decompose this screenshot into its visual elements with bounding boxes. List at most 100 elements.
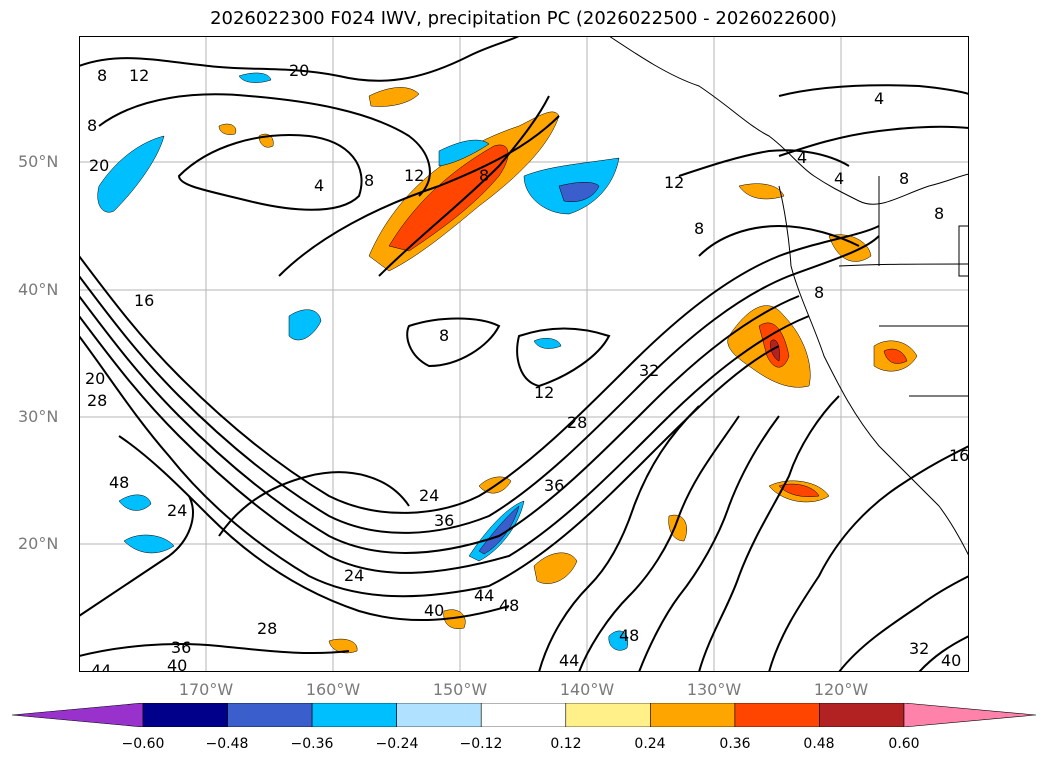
precip-patch <box>778 483 820 497</box>
contour-label: 4 <box>874 89 884 108</box>
contour-label: 28 <box>257 619 277 638</box>
colorbar-segment <box>734 703 820 727</box>
precip-patch <box>443 609 466 629</box>
contour-label: 4 <box>834 169 844 188</box>
contour-labels: 20 12 8 20 4 8 12 8 4 4 4 8 12 8 8 16 8 … <box>85 61 969 672</box>
colorbar-segment <box>311 703 397 727</box>
contour-label: 44 <box>474 586 494 605</box>
contour-label: 48 <box>109 473 129 492</box>
precip-patch <box>328 638 358 654</box>
colorbar-tick: 0.48 <box>803 736 835 752</box>
contour-label: 12 <box>129 66 149 85</box>
contour-label: 8 <box>97 66 107 85</box>
lon-label-140w: 140°W <box>559 680 615 699</box>
contour-label: 8 <box>934 204 944 223</box>
map-title: 2026022300 F024 IWV, precipitation PC (2… <box>210 8 837 29</box>
contour-label: 12 <box>664 173 684 192</box>
colorbar-tick: −0.12 <box>459 736 503 752</box>
colorbar-segment <box>227 703 313 727</box>
contour-label: 44 <box>559 651 579 670</box>
contour-label: 40 <box>941 651 961 670</box>
colorbar <box>12 703 1036 727</box>
precip-patch <box>478 505 520 555</box>
colorbar-segment <box>142 703 228 727</box>
colorbar-tick: 0.60 <box>888 736 920 752</box>
contour-label: 24 <box>344 566 364 585</box>
colorbar-tick: 0.36 <box>719 736 751 752</box>
contour-label: 8 <box>439 326 449 345</box>
precip-patch <box>368 87 420 107</box>
precip-patch <box>97 135 165 213</box>
contour-label: 12 <box>534 383 554 402</box>
lat-label-20n: 20°N <box>18 534 59 553</box>
lon-label-170w: 170°W <box>178 680 234 699</box>
contour-label: 8 <box>694 219 704 238</box>
map-canvas: 20 12 8 20 4 8 12 8 4 4 4 8 12 8 8 16 8 … <box>79 36 969 672</box>
colorbar-segment <box>396 703 482 727</box>
lat-label-40n: 40°N <box>18 280 59 299</box>
contour-label: 36 <box>434 511 454 530</box>
colorbar-segment <box>650 703 736 727</box>
precip-patch <box>238 72 272 83</box>
precip-shading <box>97 72 918 654</box>
contour-label: 28 <box>87 391 107 410</box>
precip-patch <box>533 338 562 349</box>
lon-label-160w: 160°W <box>305 680 361 699</box>
coastlines <box>608 36 969 557</box>
contour-label: 36 <box>544 476 564 495</box>
lon-label-130w: 130°W <box>686 680 742 699</box>
colorbar-tick: 0.24 <box>634 736 666 752</box>
colorbar-extend-max <box>903 703 1036 727</box>
contour-label: 20 <box>289 61 309 80</box>
precip-patch <box>218 123 237 135</box>
contour-label: 4 <box>314 176 324 195</box>
colorbar-tick: −0.24 <box>375 736 419 752</box>
precip-patch <box>770 339 780 362</box>
precip-patch <box>558 182 600 202</box>
lat-label-30n: 30°N <box>18 407 59 426</box>
contour-label: 36 <box>171 638 191 657</box>
precip-patch <box>608 630 629 651</box>
map-panel: 20 12 8 20 4 8 12 8 4 4 4 8 12 8 8 16 8 … <box>79 36 969 672</box>
lon-label-120w: 120°W <box>813 680 869 699</box>
contour-label: 16 <box>949 446 969 465</box>
contour-label: 8 <box>814 283 824 302</box>
contour-label: 20 <box>85 369 105 388</box>
contour-label: 48 <box>619 626 639 645</box>
colorbar-segment <box>819 703 905 727</box>
contour-label: 40 <box>167 656 187 672</box>
precip-patch <box>118 494 152 511</box>
contour-label: 24 <box>419 486 439 505</box>
contour-label: 8 <box>479 166 489 185</box>
colorbar-tick: 0.12 <box>550 736 582 752</box>
contour-label: 8 <box>899 169 909 188</box>
precip-patch <box>288 309 322 341</box>
contour-label: 32 <box>639 361 659 380</box>
colorbar-extend-min <box>12 703 144 727</box>
precip-patch <box>883 348 908 364</box>
colorbar-segment <box>565 703 651 727</box>
contour-label: 40 <box>424 601 444 620</box>
colorbar-tick: −0.48 <box>205 736 249 752</box>
contour-label: 28 <box>567 413 587 432</box>
lon-label-150w: 150°W <box>432 680 488 699</box>
iwv-contours <box>79 36 969 672</box>
precip-patch <box>738 183 785 200</box>
contour-label: 8 <box>87 116 97 135</box>
precip-patch <box>388 144 509 252</box>
precip-patch <box>533 552 578 584</box>
contour-label: 20 <box>89 156 109 175</box>
contour-label: 24 <box>167 501 187 520</box>
lat-label-50n: 50°N <box>18 152 59 171</box>
colorbar-segment <box>480 703 567 727</box>
contour-label: 12 <box>404 166 424 185</box>
contour-label: 4 <box>797 148 807 167</box>
contour-label: 32 <box>909 639 929 658</box>
contour-label: 48 <box>499 596 519 615</box>
contour-label: 8 <box>364 171 374 190</box>
colorbar-tick: −0.60 <box>121 736 165 752</box>
precip-patch <box>438 139 490 167</box>
contour-label: 44 <box>91 661 111 672</box>
contour-label: 16 <box>134 291 154 310</box>
colorbar-tick: −0.36 <box>290 736 334 752</box>
